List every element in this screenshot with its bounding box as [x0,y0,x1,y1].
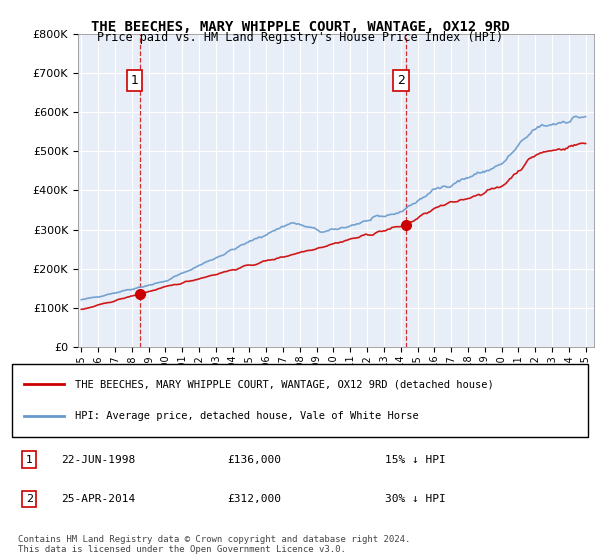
Text: THE BEECHES, MARY WHIPPLE COURT, WANTAGE, OX12 9RD: THE BEECHES, MARY WHIPPLE COURT, WANTAGE… [91,20,509,34]
Text: £312,000: £312,000 [227,494,281,504]
Text: 2: 2 [26,494,33,504]
Text: 30% ↓ HPI: 30% ↓ HPI [385,494,446,504]
Text: 1: 1 [131,74,139,87]
Text: £136,000: £136,000 [227,455,281,465]
Text: THE BEECHES, MARY WHIPPLE COURT, WANTAGE, OX12 9RD (detached house): THE BEECHES, MARY WHIPPLE COURT, WANTAGE… [76,379,494,389]
Text: 1: 1 [26,455,33,465]
Text: Price paid vs. HM Land Registry's House Price Index (HPI): Price paid vs. HM Land Registry's House … [97,31,503,44]
Text: HPI: Average price, detached house, Vale of White Horse: HPI: Average price, detached house, Vale… [76,412,419,422]
Text: 15% ↓ HPI: 15% ↓ HPI [385,455,446,465]
Text: Contains HM Land Registry data © Crown copyright and database right 2024.
This d: Contains HM Land Registry data © Crown c… [18,535,410,554]
Text: 25-APR-2014: 25-APR-2014 [61,494,136,504]
FancyBboxPatch shape [12,364,588,437]
Text: 22-JUN-1998: 22-JUN-1998 [61,455,136,465]
Text: 2: 2 [397,74,405,87]
